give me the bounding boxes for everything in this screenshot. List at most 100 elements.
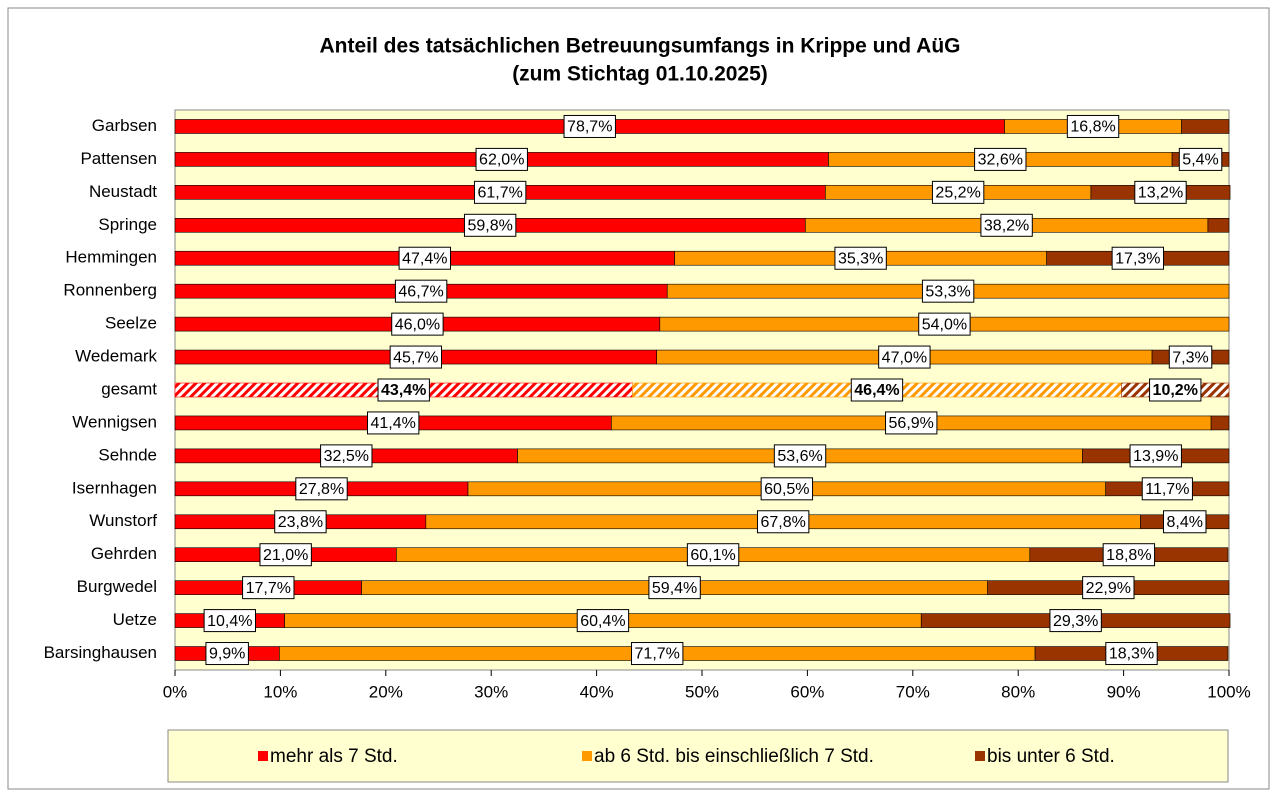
value-label: 53,3% <box>925 283 970 300</box>
value-label-box <box>1141 477 1193 501</box>
value-label-box <box>203 609 256 633</box>
value-label-box <box>398 246 451 270</box>
bar-segment <box>1207 217 1230 233</box>
category-label: Burgwedel <box>77 577 157 596</box>
value-label-box <box>980 213 1033 237</box>
value-label: 5,4% <box>1182 152 1218 169</box>
value-label-box <box>394 279 448 303</box>
x-tick-label: 70% <box>896 682 930 701</box>
bar-segment <box>1210 415 1230 431</box>
category-label: Garbsen <box>92 116 157 135</box>
value-label-box <box>760 477 814 501</box>
legend-swatch <box>582 751 592 761</box>
value-label-box <box>259 543 312 567</box>
value-label: 13,2% <box>1138 185 1183 202</box>
x-tick-label: 90% <box>1107 682 1141 701</box>
value-label-box <box>850 378 904 402</box>
value-label-box <box>878 345 931 369</box>
value-label-box <box>1102 543 1156 567</box>
value-label: 22,9% <box>1086 580 1131 597</box>
value-label-box <box>1168 345 1213 369</box>
value-label-box <box>205 642 249 666</box>
value-label: 17,3% <box>1115 250 1160 267</box>
value-label: 29,3% <box>1053 613 1098 630</box>
value-label-box <box>1066 114 1120 138</box>
value-label: 10,2% <box>1153 382 1198 399</box>
x-tick-label: 0% <box>163 682 188 701</box>
value-label: 18,8% <box>1106 547 1151 564</box>
value-label-box <box>974 147 1027 171</box>
value-label: 56,9% <box>889 415 934 432</box>
value-label: 62,0% <box>479 152 524 169</box>
value-label-box <box>631 642 684 666</box>
value-label-box <box>366 411 420 435</box>
category-label: Wunstorf <box>89 511 157 530</box>
value-label: 53,6% <box>777 448 822 465</box>
value-label-box <box>773 444 827 468</box>
category-label: Seelze <box>105 314 157 333</box>
value-label: 59,8% <box>467 218 512 235</box>
value-label-box <box>1178 147 1223 171</box>
value-label-box <box>756 510 810 534</box>
value-label-box <box>686 543 740 567</box>
value-label-box <box>1149 378 1202 402</box>
bar-segment <box>1181 119 1230 134</box>
chart-subtitle: (zum Stichtag 01.10.2025) <box>512 63 768 86</box>
value-label-box <box>1082 576 1135 600</box>
value-label: 13,9% <box>1133 448 1178 465</box>
value-label-box <box>1049 609 1102 633</box>
value-label: 32,5% <box>324 448 369 465</box>
value-label-box <box>320 444 373 468</box>
value-label: 61,7% <box>477 185 522 202</box>
x-tick-label: 80% <box>1001 682 1035 701</box>
legend-swatch <box>975 751 985 761</box>
x-tick-label: 20% <box>369 682 403 701</box>
category-label: Pattensen <box>80 149 157 168</box>
value-label: 47,0% <box>882 349 927 366</box>
value-label: 60,1% <box>690 547 735 564</box>
value-label-box <box>1162 510 1207 534</box>
value-label-box <box>648 576 701 600</box>
value-label-box <box>576 609 630 633</box>
value-label: 21,0% <box>263 547 308 564</box>
value-label: 71,7% <box>635 646 680 663</box>
value-label-box <box>921 279 975 303</box>
category-label: Ronnenberg <box>63 281 157 300</box>
value-label-box <box>1111 246 1165 270</box>
value-label-box <box>295 477 348 501</box>
category-label: Isernhagen <box>72 478 157 497</box>
category-label: Barsinghausen <box>44 643 157 662</box>
value-label-box <box>389 345 443 369</box>
category-label: Gehrden <box>91 544 157 563</box>
value-label: 46,0% <box>395 316 440 333</box>
value-label: 17,7% <box>246 580 291 597</box>
x-tick-label: 30% <box>474 682 508 701</box>
value-label: 78,7% <box>567 119 612 136</box>
value-label: 67,8% <box>760 514 805 531</box>
legend-swatch <box>258 751 268 761</box>
value-label: 35,3% <box>838 250 883 267</box>
value-label-box <box>1134 180 1187 204</box>
value-label: 32,6% <box>978 152 1023 169</box>
legend-label: bis unter 6 Std. <box>987 746 1115 767</box>
value-label: 23,8% <box>278 514 323 531</box>
value-label-box <box>931 180 985 204</box>
value-label: 45,7% <box>393 349 438 366</box>
value-label: 41,4% <box>370 415 415 432</box>
value-label: 18,3% <box>1109 646 1154 663</box>
value-label: 54,0% <box>922 316 967 333</box>
value-label: 25,2% <box>935 185 980 202</box>
value-label-box <box>1105 642 1158 666</box>
value-label-box <box>834 246 887 270</box>
value-label-box <box>885 411 938 435</box>
legend-box <box>167 729 1229 783</box>
x-tick-label: 10% <box>263 682 297 701</box>
chart-title: Anteil des tatsächlichen Betreuungsumfan… <box>320 35 961 58</box>
category-label: Hemmingen <box>65 248 157 267</box>
legend-label: ab 6 Std. bis einschließlich 7 Std. <box>594 746 874 767</box>
value-label-box <box>563 114 616 138</box>
value-label-box <box>242 576 295 600</box>
x-tick-label: 60% <box>790 682 824 701</box>
value-label: 47,4% <box>402 250 447 267</box>
